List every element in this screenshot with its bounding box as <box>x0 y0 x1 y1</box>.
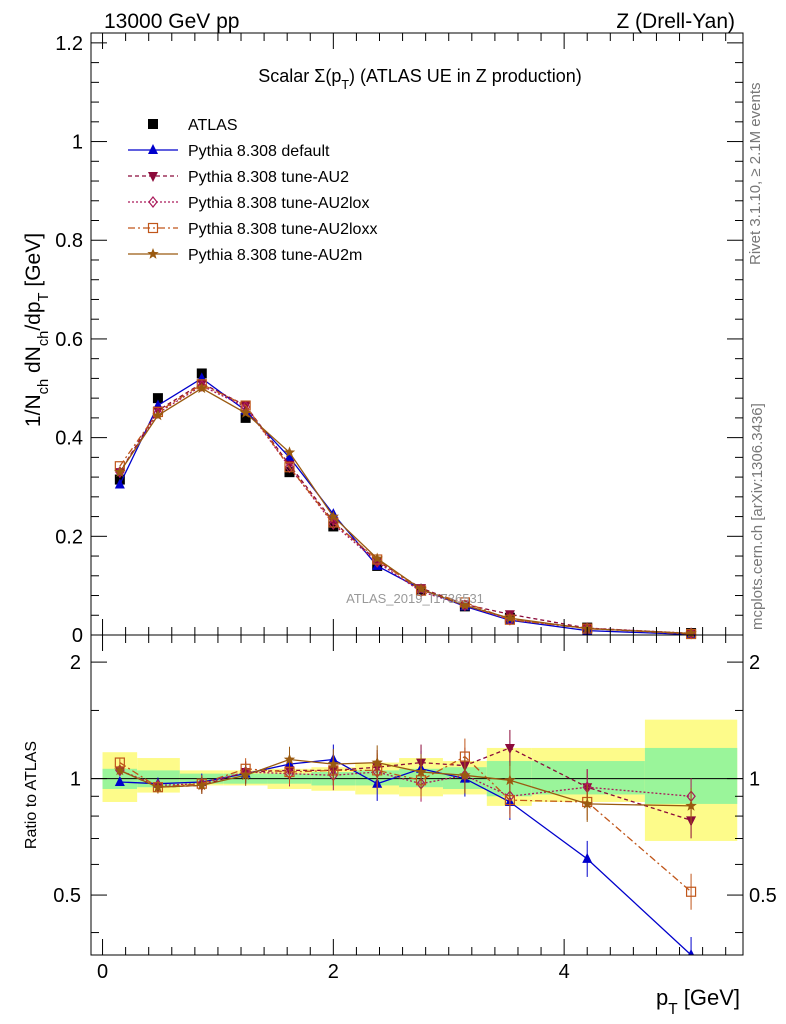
main-panel: 0 0.2 0.4 0.6 0.8 1 1.2 Scalar Σ(pT) (ATLAS UE… <box>22 32 744 647</box>
ratio-y-tick-label-right: 1 <box>749 769 760 791</box>
ratio-y-tick-label-right: 0.5 <box>749 885 777 907</box>
legend-label: Pythia 8.308 tune-AU2loxx <box>188 221 377 238</box>
series-line <box>119 377 692 636</box>
legend-label: Pythia 8.308 tune-AU2m <box>188 247 362 264</box>
ratio-point <box>504 743 515 754</box>
ratio-panel: 0.5 0.5 1 1 2 2 0 2 4 Ratio to ATLAS pT [GeV] <box>23 634 777 1018</box>
legend-item: Pythia 8.308 tune-AU2m <box>128 247 362 264</box>
data-point <box>114 478 125 489</box>
legend-item: Pythia 8.308 tune-AU2lox <box>128 195 369 212</box>
data-point <box>152 409 164 421</box>
ratio-line <box>119 769 692 797</box>
ratio-y-axis-label: Ratio to ATLAS <box>23 741 40 849</box>
data-point <box>239 407 252 418</box>
x-axis-label: pT [GeV] <box>656 985 740 1018</box>
legend-label: Pythia 8.308 tune-AU2lox <box>188 195 369 212</box>
ratio-point <box>283 753 296 765</box>
ratio-point <box>196 779 208 791</box>
legend-marker <box>148 196 158 208</box>
legend-item: ATLAS <box>148 117 238 134</box>
y-tick-label: 0.4 <box>55 428 83 450</box>
y-axis-label: 1/Nch dNch/dpT [GeV] <box>22 233 52 427</box>
chart-title: Scalar Σ(pT) (ATLAS UE in Z production) <box>258 66 582 92</box>
ratio-point <box>685 886 697 897</box>
legend-marker <box>147 248 159 259</box>
y-tick-label: 0.6 <box>55 329 83 351</box>
data-point <box>459 599 471 611</box>
header-left: 13000 GeV pp <box>104 10 239 33</box>
ratio-line <box>119 758 692 955</box>
ratio-line <box>119 758 692 807</box>
legend-label: Pythia 8.308 default <box>188 143 330 160</box>
y-tick-label: 0.2 <box>55 526 83 548</box>
x-tick-label: 4 <box>559 961 570 983</box>
legend-item: Pythia 8.308 tune-AU2 <box>128 169 349 186</box>
ratio-point <box>114 775 125 786</box>
mcplots-label: mcplots.cern.ch [arXiv:1306.3436] <box>749 403 766 630</box>
y-tick-label: 0.8 <box>55 230 83 252</box>
data-point <box>114 466 126 477</box>
data-point <box>504 612 516 624</box>
data-point <box>328 518 339 530</box>
ratio-point <box>459 769 471 781</box>
data-point <box>327 510 339 522</box>
legend-marker <box>148 119 158 129</box>
ratio-point <box>239 769 252 781</box>
header-right: Z (Drell-Yan) <box>616 10 735 33</box>
y-tick-label: 1.2 <box>55 33 83 55</box>
legend-marker <box>148 144 158 154</box>
legend-item: Pythia 8.308 default <box>128 143 330 160</box>
ratio-y-tick-label-right: 2 <box>749 652 760 674</box>
y-tick-label: 1 <box>72 132 83 154</box>
ratio-series-4 <box>114 745 697 824</box>
ratio-point <box>152 781 164 793</box>
x-tick-label: 2 <box>328 961 339 983</box>
data-point <box>415 583 427 594</box>
ratio-point <box>114 764 126 776</box>
x-tick-label: 0 <box>97 961 108 983</box>
rivet-version-label: Rivet 3.1.10, ≥ 2.1M events <box>747 83 764 266</box>
series-line <box>119 382 692 635</box>
ratio-line <box>119 755 692 893</box>
data-point <box>371 552 383 564</box>
legend-item: Pythia 8.308 tune-AU2loxx <box>128 221 377 238</box>
data-point <box>284 451 295 462</box>
series-line <box>119 383 692 635</box>
data-point <box>152 393 163 404</box>
ratio-point <box>581 797 593 809</box>
ratio-point <box>504 774 516 786</box>
legend-marker <box>148 172 158 182</box>
data-point <box>153 406 163 419</box>
data-point <box>685 627 697 639</box>
ratio-y-tick-label: 1 <box>70 769 81 791</box>
series-line <box>119 385 692 634</box>
ratio-y-tick-label: 2 <box>70 652 81 674</box>
data-point <box>284 462 295 473</box>
series-line <box>119 387 692 635</box>
ratio-frame <box>90 634 744 956</box>
ratio-point <box>685 799 697 811</box>
ratio-point <box>582 852 593 863</box>
ratio-point <box>327 758 339 769</box>
legend-marker <box>147 222 159 234</box>
ratio-point <box>371 756 383 768</box>
ratio-point <box>415 766 427 777</box>
ratio-y-tick-label: 0.5 <box>53 885 81 907</box>
ratio-point <box>688 949 695 955</box>
data-point <box>196 382 208 394</box>
data-point <box>283 446 296 458</box>
data-point <box>240 412 251 423</box>
y-tick-label: 0 <box>72 625 83 647</box>
analysis-watermark: ATLAS_2019_I1736531 <box>346 591 484 606</box>
legend-label: ATLAS <box>188 117 238 134</box>
legend-label: Pythia 8.308 tune-AU2 <box>188 169 349 186</box>
legend: ATLAS Pythia 8.308 default Pythia 8.308 tu… <box>128 117 377 264</box>
